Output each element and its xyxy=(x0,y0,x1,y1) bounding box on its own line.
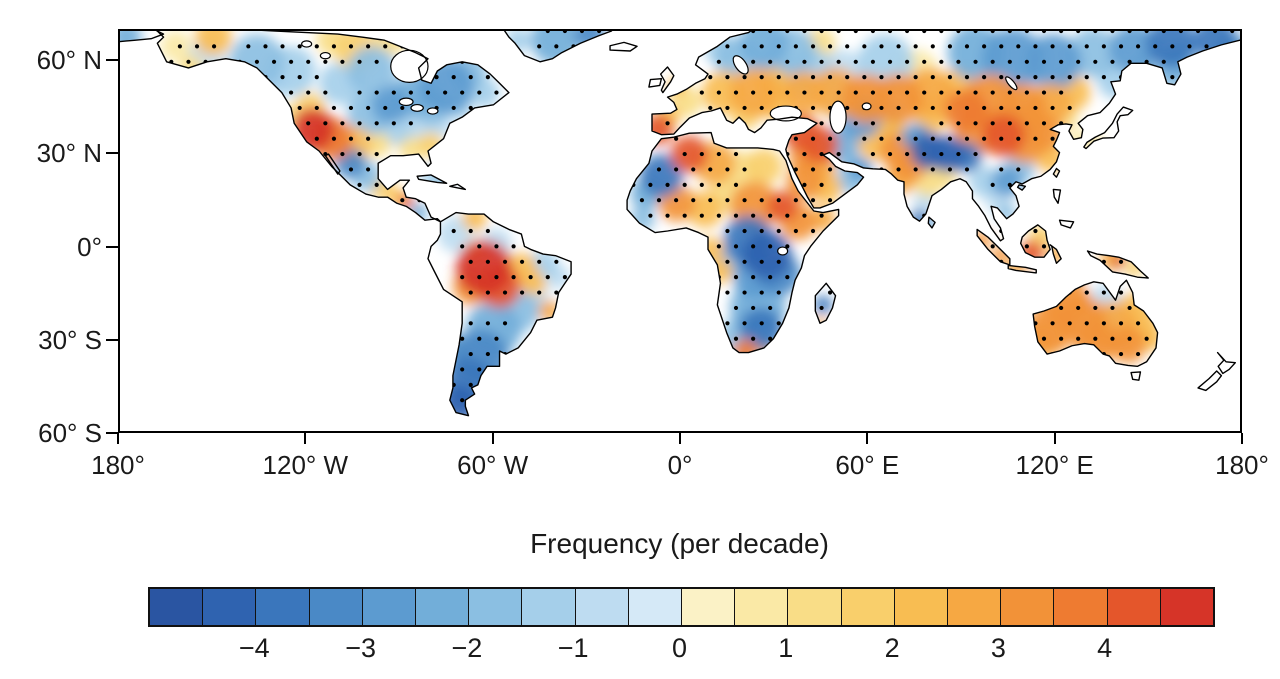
colorbar-cell xyxy=(522,589,576,625)
colorbar-cell xyxy=(1107,589,1161,625)
lon-tick-mark xyxy=(866,433,869,444)
colorbar-tick-label: 0 xyxy=(671,633,688,663)
lat-tick-label: 60° N xyxy=(36,45,102,76)
lat-tick-mark xyxy=(106,432,118,434)
lon-tick-mark xyxy=(304,433,307,444)
lon-tick-label: 60° E xyxy=(835,450,900,480)
lat-tick-mark xyxy=(106,245,118,248)
colorbar-cell xyxy=(735,589,789,625)
lon-tick-label: 120° E xyxy=(1015,450,1094,480)
lat-tick-label: 0° xyxy=(77,231,102,262)
lon-tick-label: 60° W xyxy=(457,450,529,480)
lon-tick-mark xyxy=(679,433,681,444)
colorbar-cell xyxy=(203,589,257,625)
lat-tick-label: 30° S xyxy=(38,324,102,355)
map-frame xyxy=(118,29,1242,433)
colorbar-cell xyxy=(256,589,310,625)
lat-tick-mark xyxy=(106,338,118,341)
lon-tick-label: 0° xyxy=(667,450,693,480)
lon-tick-mark xyxy=(117,433,119,444)
colorbar-cell xyxy=(469,589,523,625)
colorbar-cell xyxy=(416,589,470,625)
colorbar-cell xyxy=(628,589,683,625)
coastlines-layer xyxy=(120,31,1240,417)
colorbar xyxy=(148,587,1215,627)
colorbar-cell xyxy=(682,589,736,625)
colorbar-cell xyxy=(1001,589,1055,625)
colorbar-cell xyxy=(894,589,949,625)
lat-tick-mark xyxy=(106,152,118,155)
colorbar-tick-label: 3 xyxy=(990,633,1006,663)
lat-tick-label: 30° N xyxy=(36,138,102,169)
colorbar-cell xyxy=(1160,589,1214,625)
colorbar-tick-label: 4 xyxy=(1097,633,1113,663)
world-map-svg xyxy=(120,31,1240,431)
lon-tick-mark xyxy=(1241,433,1243,444)
colorbar-tick-label: −4 xyxy=(238,633,270,663)
colorbar-title: Frequency (per decade) xyxy=(530,528,829,559)
colorbar-tick-label: −3 xyxy=(345,633,376,663)
lat-tick-label: 60° S xyxy=(38,418,102,448)
colorbar-tick-label: 2 xyxy=(884,633,900,663)
colorbar-cell xyxy=(1054,589,1108,625)
colorbar-cell xyxy=(309,589,363,625)
colorbar-cell xyxy=(788,589,842,625)
colorbar-tick-label: −1 xyxy=(557,633,589,663)
colorbar-cell xyxy=(948,589,1002,625)
lat-tick-mark xyxy=(106,59,118,62)
lon-tick-mark xyxy=(491,433,494,444)
lon-tick-label: 120° W xyxy=(262,450,349,480)
colorbar-cell xyxy=(362,589,417,625)
lon-tick-mark xyxy=(1053,433,1056,444)
colorbar-tick-label: −2 xyxy=(451,633,483,663)
colorbar-cell xyxy=(575,589,629,625)
colorbar-tick-label: 1 xyxy=(778,633,794,663)
lon-tick-label: 180° xyxy=(1215,450,1269,480)
lon-tick-label: 180° xyxy=(91,450,145,480)
colorbar-cell xyxy=(150,589,204,625)
colorbar-cell xyxy=(841,589,895,625)
